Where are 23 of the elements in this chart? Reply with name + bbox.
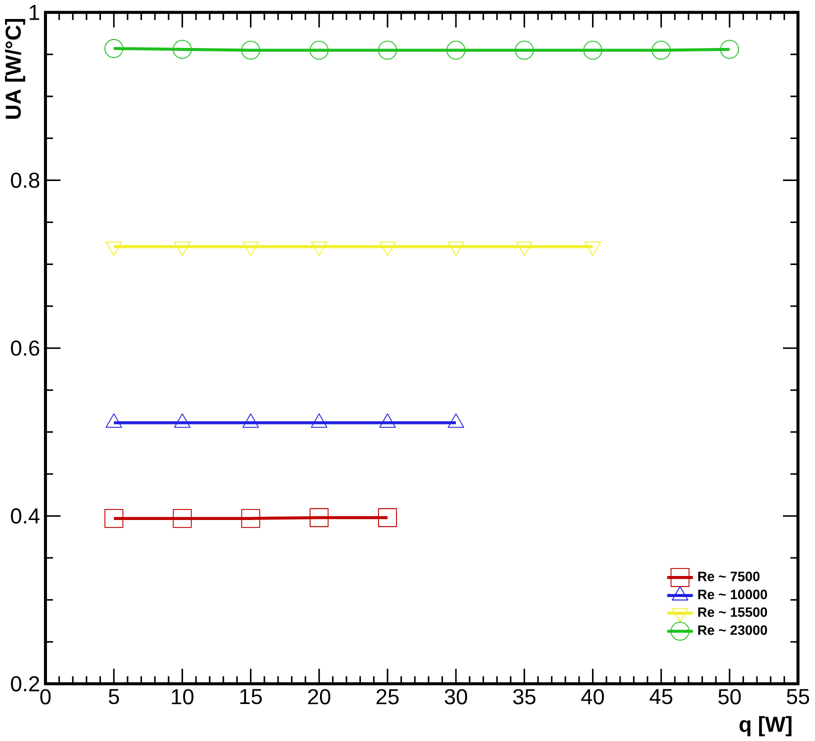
- y-tick-label: 0.4: [10, 508, 40, 524]
- legend-label: Re ~ 10000: [698, 590, 768, 600]
- x-tick-label: 55: [786, 688, 810, 704]
- legend-label: Re ~ 23000: [698, 625, 768, 635]
- x-tick-label: 35: [513, 688, 536, 704]
- y-tick-label: 0.6: [10, 340, 40, 356]
- x-tick-label: 45: [650, 688, 672, 704]
- x-tick-label: 25: [376, 688, 399, 704]
- legend-label: Re ~ 15500: [698, 607, 768, 617]
- x-tick-label: 10: [172, 688, 194, 704]
- y-tick-label: 1: [30, 4, 40, 20]
- x-axis-title: q [W]: [740, 716, 792, 736]
- y-tick-label: 0.2: [10, 676, 40, 692]
- legend-label: Re ~ 7500: [698, 572, 760, 582]
- x-tick-label: 0: [40, 688, 51, 704]
- x-tick-label: 40: [581, 688, 604, 704]
- y-tick-label: 0.8: [10, 172, 40, 188]
- y-axis-title: UA [W/°C]: [5, 18, 26, 119]
- x-tick-label: 20: [308, 688, 330, 704]
- x-tick-label: 50: [718, 688, 741, 704]
- x-tick-label: 5: [108, 688, 119, 704]
- x-tick-label: 15: [240, 688, 262, 704]
- x-tick-label: 30: [444, 688, 468, 704]
